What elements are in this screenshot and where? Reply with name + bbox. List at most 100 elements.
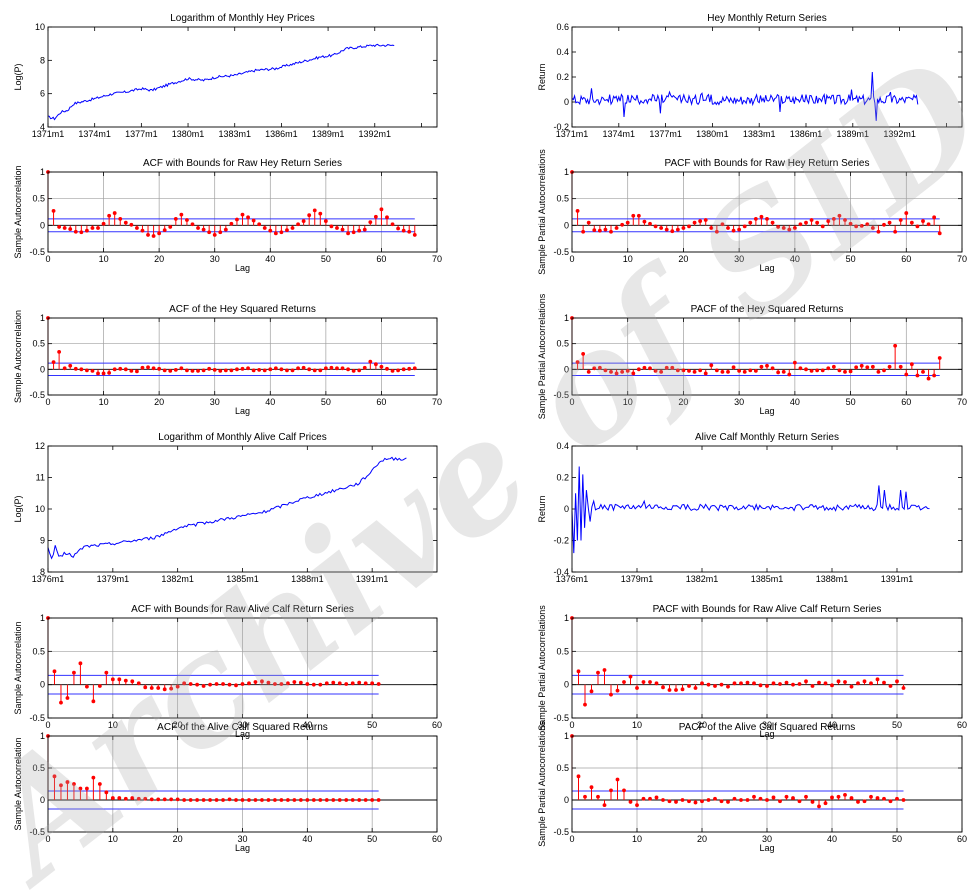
stem-marker [752, 794, 756, 799]
stem-marker [820, 224, 825, 229]
stem-marker [196, 368, 200, 373]
x-tick-label: 70 [432, 397, 442, 407]
stem-marker [185, 218, 189, 222]
stem-marker [849, 796, 854, 800]
stem-marker [162, 797, 167, 802]
stem-marker [709, 226, 714, 230]
stem-marker [856, 800, 860, 804]
chart-title: Alive Calf Monthly Return Series [695, 432, 839, 443]
x-tick-label: 30 [237, 834, 247, 844]
stem-marker [212, 367, 217, 372]
stem-marker [260, 679, 264, 684]
stem-marker [810, 800, 815, 804]
stem-marker [96, 226, 100, 230]
stem-marker [791, 682, 795, 687]
stem-marker [344, 798, 349, 802]
stem-marker [781, 370, 786, 374]
stem-marker [368, 359, 373, 364]
stem-marker [888, 799, 893, 804]
y-tick-label: 12 [35, 441, 45, 451]
stem-marker [201, 368, 206, 373]
stem-marker [135, 226, 139, 230]
stem-marker [843, 792, 847, 797]
x-tick-label: 50 [846, 254, 856, 264]
stem-marker [820, 368, 825, 373]
stem-marker [85, 684, 89, 689]
stem-marker [809, 218, 814, 222]
x-tick-label: 60 [957, 834, 967, 844]
stem-marker [207, 366, 212, 371]
series-line [47, 456, 407, 560]
stem-marker [97, 782, 102, 786]
stem-marker [843, 370, 847, 374]
stem-marker [335, 366, 339, 371]
stem-marker [692, 370, 697, 374]
stem-marker [90, 368, 95, 373]
y-tick-label: 0.5 [32, 194, 45, 204]
x-tick-label: 1392m1 [358, 129, 391, 139]
y-axis-label: Return [537, 63, 547, 90]
stem-marker [653, 368, 658, 373]
x-tick-label: 50 [321, 254, 331, 264]
y-tick-label: 4 [40, 122, 45, 132]
stem-marker [201, 684, 206, 688]
stem-marker [59, 700, 63, 705]
x-tick-label: 60 [376, 254, 386, 264]
x-tick-label: 0 [569, 834, 574, 844]
stem-marker [625, 368, 630, 373]
stem-marker [854, 224, 859, 229]
stem-marker [635, 803, 639, 808]
stem-marker [586, 220, 591, 225]
stem-marker [350, 681, 355, 686]
x-tick-label: 40 [827, 720, 837, 730]
stem-marker [235, 367, 239, 372]
x-tick-label: 30 [734, 254, 744, 264]
stem-marker [787, 372, 792, 377]
stem-marker [726, 226, 730, 230]
stem-marker [589, 785, 594, 790]
stem-marker [97, 684, 102, 688]
stem-marker [687, 224, 691, 229]
stem-marker [765, 363, 769, 368]
x-tick-label: 1392m1 [883, 129, 916, 139]
stem-marker [182, 681, 187, 686]
stem-marker [218, 230, 223, 235]
stem-marker [752, 681, 756, 686]
stem-marker [195, 798, 200, 802]
stem-marker [51, 360, 56, 365]
y-axis-label: Return [537, 495, 547, 522]
stem-marker [830, 683, 834, 688]
stem-marker [273, 682, 277, 686]
stem-marker [778, 682, 782, 686]
stem-marker [169, 686, 174, 691]
y-tick-label: 1 [564, 167, 569, 177]
stem-marker [318, 211, 323, 216]
y-tick-label: 0 [564, 220, 569, 230]
stem-marker [798, 366, 803, 371]
y-axis-label: Sample Autocorrelation [13, 621, 23, 714]
stem-marker [135, 369, 139, 374]
x-tick-label: 10 [108, 720, 118, 730]
stem-marker [915, 373, 920, 378]
stem-marker [179, 366, 184, 371]
stem-marker [681, 226, 686, 230]
y-tick-label: 1 [40, 731, 45, 741]
stem-marker [709, 363, 714, 368]
stem-marker [390, 222, 395, 227]
stem-marker [407, 366, 412, 371]
series-line [47, 43, 395, 121]
stem-marker [104, 670, 109, 675]
y-axis-label: Log(P) [13, 495, 23, 522]
y-tick-label: 0 [564, 795, 569, 805]
x-axis-label: Lag [759, 263, 774, 273]
y-tick-label: -0.5 [29, 713, 45, 723]
stem-marker [631, 213, 636, 218]
stem-marker [156, 797, 161, 802]
stem-marker [285, 228, 289, 233]
y-tick-label: -0.2 [553, 122, 569, 132]
chart-calf-pacf: PACF with Bounds for Raw Alive Calf Retu… [537, 604, 967, 739]
stem-marker [583, 794, 587, 799]
stem-marker [110, 677, 115, 682]
plot-frame [47, 26, 438, 128]
stem-marker [758, 796, 763, 801]
